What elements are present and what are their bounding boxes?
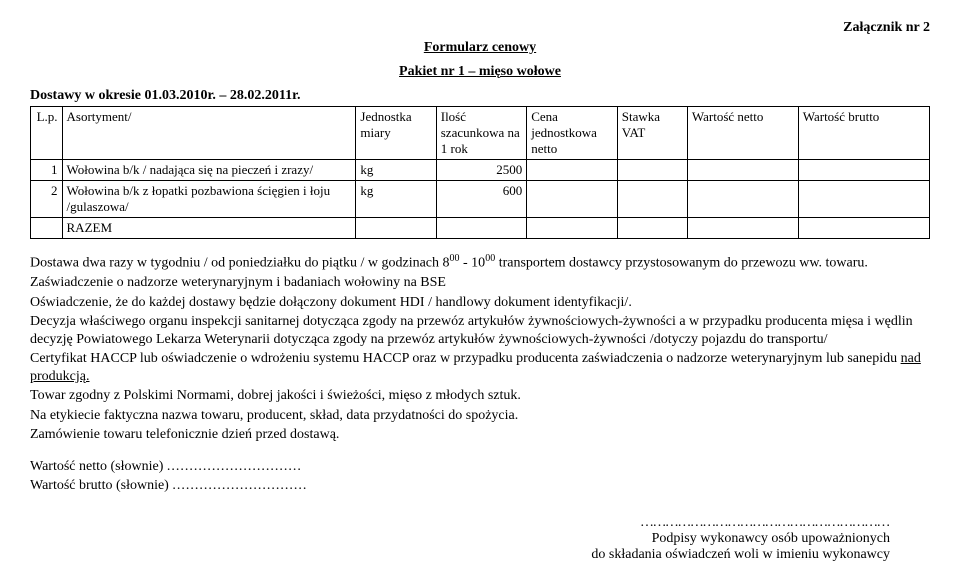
signature-line: …………………………………………………… xyxy=(30,515,890,531)
signature-caption-1: Podpisy wykonawcy osób upoważnionych xyxy=(30,531,890,547)
cell-empty xyxy=(356,218,436,239)
cell-unit: kg xyxy=(356,160,436,181)
cell-wn-total xyxy=(687,218,798,239)
cell-cena xyxy=(527,160,618,181)
cell-wn xyxy=(687,181,798,218)
col-lp: L.p. xyxy=(31,107,63,160)
signature-block: …………………………………………………… Podpisy wykonawcy o… xyxy=(30,515,930,563)
label-info: Na etykiecie faktyczna nazwa towaru, pro… xyxy=(30,407,930,425)
signature-caption-2: do składania oświadczeń woli w imieniu w… xyxy=(30,547,890,563)
cell-cena xyxy=(527,181,618,218)
table-header-row: L.p. Asortyment/ Jednostka miary Ilość s… xyxy=(31,107,930,160)
table-row: 1 Wołowina b/k / nadająca się na pieczeń… xyxy=(31,160,930,181)
superscript: 00 xyxy=(450,253,460,264)
cell-unit: kg xyxy=(356,181,436,218)
value-brutto-words: Wartość brutto (słownie) ...............… xyxy=(30,477,930,495)
text-fragment: Wartość netto (słownie) xyxy=(30,459,167,474)
cell-empty xyxy=(527,218,618,239)
haccp-cert: Certyfikat HACCP lub oświadczenie o wdro… xyxy=(30,350,930,385)
attachment-label: Załącznik nr 2 xyxy=(30,20,930,36)
packet-title: Pakiet nr 1 – mięso wołowe xyxy=(30,64,930,80)
order-by-phone: Zamówienie towaru telefonicznie dzień pr… xyxy=(30,426,930,444)
col-wb: Wartość brutto xyxy=(798,107,929,160)
superscript: 00 xyxy=(485,253,495,264)
date-range: Dostawy w okresie 01.03.2010r. – 28.02.2… xyxy=(30,88,930,104)
razem-label: RAZEM xyxy=(62,218,356,239)
col-cena: Cena jednostkowa netto xyxy=(527,107,618,160)
cell-empty xyxy=(31,218,63,239)
cell-lp: 2 xyxy=(31,181,63,218)
cell-wn xyxy=(687,160,798,181)
text-fragment: - 10 xyxy=(460,256,486,271)
cell-qty: 600 xyxy=(436,181,527,218)
text-fragment: Certyfikat HACCP lub oświadczenie o wdro… xyxy=(30,351,901,366)
body-text-block: Dostawa dwa razy w tygodniu / od poniedz… xyxy=(30,253,930,495)
sanitary-decision: Decyzja właściwego organu inspekcji sani… xyxy=(30,313,930,348)
cell-stawka xyxy=(617,160,687,181)
cell-name: Wołowina b/k / nadająca się na pieczeń i… xyxy=(62,160,356,181)
value-netto-words: Wartość netto (słownie) ................… xyxy=(30,458,930,476)
bse-cert: Zaświadczenie o nadzorze weterynaryjnym … xyxy=(30,274,930,292)
col-ilosc: Ilość szacunkowa na 1 rok xyxy=(436,107,527,160)
price-table: L.p. Asortyment/ Jednostka miary Ilość s… xyxy=(30,106,930,239)
cell-stawka xyxy=(617,181,687,218)
col-jedn: Jednostka miary xyxy=(356,107,436,160)
cell-qty: 2500 xyxy=(436,160,527,181)
hdi-doc: Oświadczenie, że do każdej dostawy będzi… xyxy=(30,294,930,312)
col-stawka: Stawka VAT xyxy=(617,107,687,160)
spacer xyxy=(30,446,930,456)
cell-wb xyxy=(798,160,929,181)
goods-quality: Towar zgodny z Polskimi Normami, dobrej … xyxy=(30,387,930,405)
cell-empty xyxy=(617,218,687,239)
cell-empty xyxy=(436,218,527,239)
dots-fill: .............................. xyxy=(172,478,307,493)
text-fragment: transportem dostawcy przystosowanym do p… xyxy=(495,256,868,271)
col-wn: Wartość netto xyxy=(687,107,798,160)
table-razem-row: RAZEM xyxy=(31,218,930,239)
text-fragment: Dostawa dwa razy w tygodniu / od poniedz… xyxy=(30,256,450,271)
dots-fill: .............................. xyxy=(167,459,302,474)
cell-wb-total xyxy=(798,218,929,239)
text-fragment: Wartość brutto (słownie) xyxy=(30,478,172,493)
cell-lp: 1 xyxy=(31,160,63,181)
table-row: 2 Wołowina b/k z łopatki pozbawiona ścię… xyxy=(31,181,930,218)
col-asort: Asortyment/ xyxy=(62,107,356,160)
delivery-schedule: Dostawa dwa razy w tygodniu / od poniedz… xyxy=(30,253,930,272)
form-title: Formularz cenowy xyxy=(30,40,930,56)
cell-name: Wołowina b/k z łopatki pozbawiona ścięgi… xyxy=(62,181,356,218)
cell-wb xyxy=(798,181,929,218)
